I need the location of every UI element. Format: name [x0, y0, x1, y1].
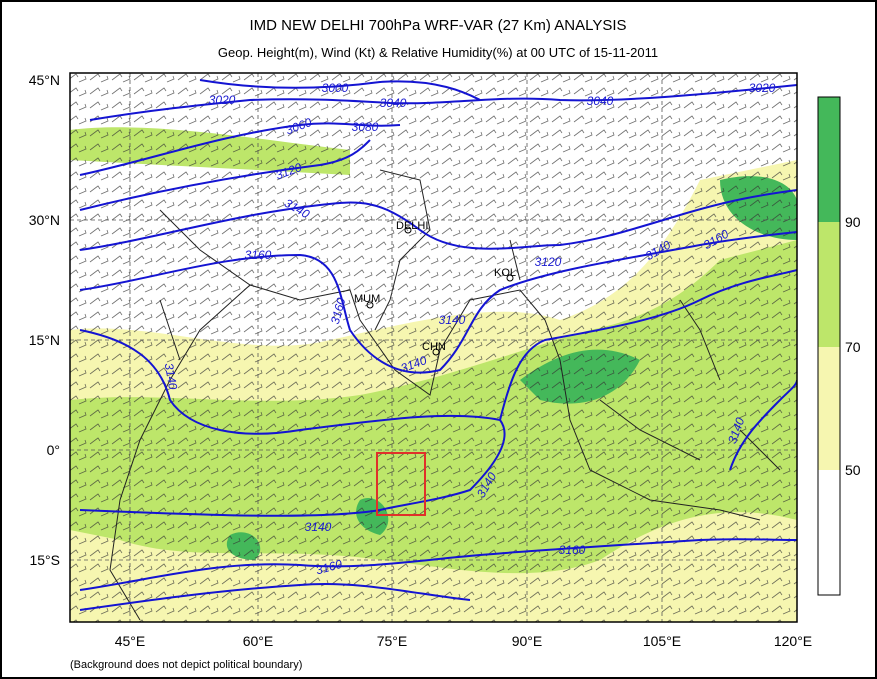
contour-label: 3040	[380, 96, 407, 110]
station-label: DELHI	[396, 220, 428, 232]
lon-label: 75°E	[377, 633, 408, 649]
wind-barbs	[70, 73, 797, 622]
contour-label: 3160	[314, 557, 344, 578]
station-label: KOL	[494, 267, 516, 279]
contour	[89, 84, 797, 121]
contour	[79, 189, 797, 251]
colorbar-label: 90	[845, 214, 861, 230]
lon-label: 60°E	[243, 633, 274, 649]
lon-label: 105°E	[643, 633, 681, 649]
map-border	[69, 72, 798, 623]
contour-label: 3020	[749, 81, 776, 95]
contour	[79, 582, 471, 611]
station-label: MUM	[354, 293, 380, 305]
contour	[79, 329, 506, 517]
contour	[499, 269, 797, 421]
title: IMD NEW DELHI 700hPa WRF-VAR (27 Km) ANA…	[249, 17, 626, 34]
contour	[79, 122, 401, 176]
map: 3000 3020 3040 3060 3080 3120 3140 3160 …	[70, 73, 797, 622]
subtitle: Geop. Height(m), Wind (Kt) & Relative Hu…	[218, 45, 658, 60]
lon-label: 120°E	[774, 633, 812, 649]
stations: DELHI KOL MUM CHN	[354, 220, 516, 356]
contour	[79, 139, 371, 211]
coastline	[159, 169, 521, 361]
lat-label: 45°N	[29, 72, 60, 88]
contour	[729, 379, 797, 471]
contour	[79, 538, 797, 591]
footnote: (Background does not depict political bo…	[70, 659, 302, 671]
lat-labels: 45°N 30°N 15°N 0° 15°S	[29, 72, 60, 568]
contour-label: 3140	[162, 362, 180, 391]
contour	[79, 231, 797, 374]
contour-label: 3160	[328, 296, 349, 326]
contour-label: 3120	[535, 255, 562, 269]
contour-label: 3000	[322, 81, 349, 95]
contour-label: 3080	[352, 120, 379, 134]
colorbar-segment	[818, 97, 840, 222]
station-marker	[366, 301, 374, 309]
lat-label: 30°N	[29, 212, 60, 228]
lat-label: 15°N	[29, 332, 60, 348]
station-marker	[432, 348, 440, 356]
coastline	[109, 209, 781, 621]
contours	[79, 79, 797, 611]
colorbar-border	[817, 96, 841, 596]
lat-label: 0°	[47, 442, 60, 458]
contour-label: 3160	[245, 248, 272, 262]
lat-label: 15°S	[29, 552, 60, 568]
lon-labels: 45°E 60°E 75°E 90°E 105°E 120°E	[115, 633, 812, 649]
contour-label: 3160	[559, 543, 586, 557]
colorbar-label: 70	[845, 339, 861, 355]
station-marker	[506, 274, 514, 282]
colorbar: 90 70 50	[817, 96, 861, 596]
station-label: CHN	[422, 341, 446, 353]
grid	[70, 73, 797, 622]
lon-label: 90°E	[512, 633, 543, 649]
contour-label: 3020	[209, 93, 236, 107]
colorbar-label: 50	[845, 462, 861, 478]
colorbar-segment	[818, 470, 840, 595]
contour-label: 3140	[439, 313, 466, 327]
colorbar-segment	[818, 347, 840, 470]
station-marker	[404, 226, 412, 234]
contour-label: 3040	[587, 94, 614, 108]
contour	[199, 79, 481, 101]
lon-label: 45°E	[115, 633, 146, 649]
contour-label: 3140	[305, 520, 332, 534]
colorbar-segment	[818, 222, 840, 347]
highlight-box	[376, 452, 426, 516]
